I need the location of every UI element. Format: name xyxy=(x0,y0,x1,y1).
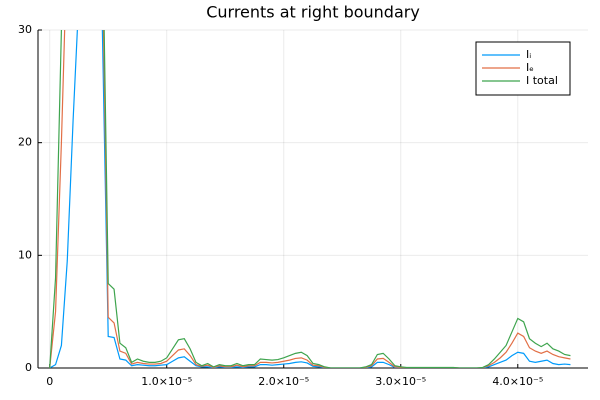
legend-label: Iᵢ xyxy=(526,48,531,61)
legend-label: I total xyxy=(526,74,558,87)
x-tick-label: 1.0×10⁻⁵ xyxy=(141,375,192,388)
y-tick-label: 10 xyxy=(18,248,32,261)
y-tick-label: 30 xyxy=(18,23,32,36)
y-tick-label: 20 xyxy=(18,136,32,149)
y-tick-label: 0 xyxy=(25,361,32,374)
plot-area xyxy=(49,30,571,368)
x-tick-label: 0 xyxy=(46,375,53,388)
chart-title: Currents at right boundary xyxy=(206,3,420,22)
x-tick-label: 3.0×10⁻⁵ xyxy=(375,375,426,388)
x-tick-label: 4.0×10⁻⁵ xyxy=(492,375,543,388)
x-tick-label: 2.0×10⁻⁵ xyxy=(258,375,309,388)
legend-label: Iₑ xyxy=(526,61,534,74)
series-line xyxy=(49,30,571,368)
